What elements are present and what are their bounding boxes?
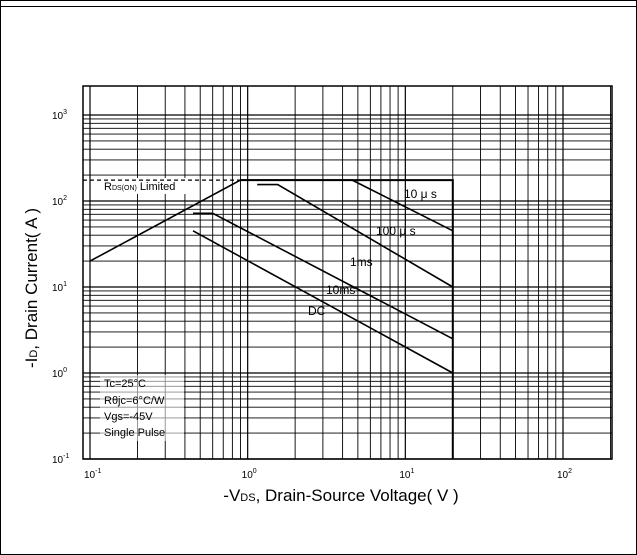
plot-area	[82, 85, 613, 460]
condition-rthjc: Rθjc=6°C/W	[104, 395, 165, 407]
y-tick-label: 10-1	[52, 453, 69, 466]
y-tick-labels: 10-1 100 101 102 103	[52, 109, 69, 466]
x-tick-label: 100	[242, 468, 257, 481]
condition-pulse: Single Pulse	[104, 427, 165, 439]
x-axis-label: -VDS, Drain-Source Voltage( V )	[223, 486, 458, 505]
condition-tc: Tc=25°C	[104, 378, 146, 390]
series-100us-line	[257, 183, 454, 288]
plot-border	[82, 85, 613, 460]
y-tick-label: 102	[52, 195, 67, 208]
y-tick-label: 100	[52, 367, 67, 380]
series-label-100us: 100 μ s	[376, 224, 416, 238]
rds-limited-label: RDS(ON) Limited	[104, 181, 175, 193]
series-label-10ms: 10ms	[326, 283, 355, 297]
series-10ms-line	[192, 230, 454, 374]
x-tick-label: 101	[399, 468, 414, 481]
condition-vgs: Vgs=-45V	[104, 411, 153, 423]
x-tick-label: 102	[557, 468, 572, 481]
series-label-10us: 10 μ s	[404, 187, 437, 201]
y-tick-label: 101	[52, 281, 67, 294]
curves	[83, 178, 454, 459]
x-tick-label: 10-1	[84, 468, 101, 481]
rds-label-background	[100, 178, 194, 194]
series-label-1ms: 1ms	[350, 255, 373, 269]
y-axis-label: -ID, Drain Current( A )	[22, 208, 41, 368]
grid	[83, 86, 612, 460]
y-tick-label: 103	[52, 109, 67, 122]
x-tick-labels: 10-1 100 101 102	[84, 468, 572, 481]
conditions-box: Tc=25°C Rθjc=6°C/W Vgs=-45V Single Pulse	[104, 378, 165, 439]
series-10us-line	[89, 179, 454, 262]
series-1ms-line	[193, 212, 454, 340]
conditions-background	[100, 375, 184, 441]
series-label-dc: DC	[308, 304, 326, 318]
